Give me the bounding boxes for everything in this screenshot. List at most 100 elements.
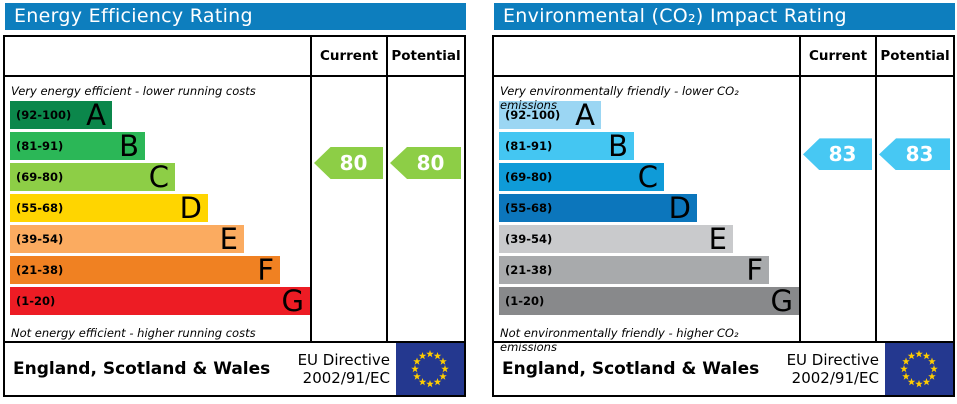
band-row-E: (39-54) E — [10, 222, 310, 256]
page-title: Energy Efficiency Rating — [5, 3, 466, 30]
band-bar-F: (21-38) F — [10, 253, 280, 287]
band-letter: B — [608, 129, 628, 163]
band-range-label: (55-68) — [505, 201, 553, 215]
band-letter: A — [575, 98, 595, 132]
band-letter: D — [668, 191, 691, 225]
bottom-note: Not energy efficient - higher running co… — [11, 326, 256, 340]
table-header-row: Current Potential — [494, 37, 953, 77]
band-letter: B — [119, 129, 139, 163]
band-letter: C — [148, 160, 169, 194]
table-footer-row: England, Scotland & Wales EU Directive 2… — [5, 341, 464, 395]
band-row-G: (1-20) G — [499, 284, 799, 318]
band-row-D: (55-68) D — [10, 191, 310, 225]
band-row-A: (92-100) A — [10, 98, 310, 132]
band-letter: G — [281, 284, 304, 318]
potential-rating-arrow: 83 — [879, 138, 950, 171]
potential-column-header: Potential — [875, 37, 953, 75]
eu-flag-icon — [885, 343, 953, 395]
current-column-header: Current — [310, 37, 386, 75]
band-letter: A — [86, 98, 106, 132]
eu-directive-line1: EU Directive — [297, 351, 390, 369]
rating-bands: (92-100) A (81-91) B (69-80) C (55-68) D (39-54)… — [5, 98, 310, 318]
eu-directive-line2: 2002/91/EC — [791, 369, 879, 387]
band-letter: E — [708, 222, 727, 256]
band-row-G: (1-20) G — [10, 284, 310, 318]
band-range-label: (81-91) — [16, 139, 64, 153]
band-bar-A: (92-100) A — [499, 98, 601, 132]
environmental-impact-table: Current Potential Very environmentally f… — [492, 35, 955, 397]
eu-directive-label: EU Directive 2002/91/EC — [298, 351, 390, 387]
band-range-label: (81-91) — [505, 139, 553, 153]
environmental-impact-panel: Environmental (CO₂) Impact Rating Curren… — [492, 3, 955, 397]
band-range-label: (92-100) — [16, 108, 72, 122]
band-row-F: (21-38) F — [499, 253, 799, 287]
header-spacer — [5, 37, 310, 75]
band-range-label: (21-38) — [16, 263, 64, 277]
header-spacer — [494, 37, 799, 75]
band-bar-G: (1-20) G — [10, 284, 310, 318]
band-row-E: (39-54) E — [499, 222, 799, 256]
current-column-header: Current — [799, 37, 875, 75]
table-header-row: Current Potential — [5, 37, 464, 77]
rating-scale-area: Very energy efficient - lower running co… — [5, 77, 310, 341]
band-letter: D — [179, 191, 202, 225]
band-range-label: (39-54) — [16, 232, 64, 246]
top-note: Very environmentally friendly - lower CO… — [500, 84, 739, 112]
region-label: England, Scotland & Wales — [13, 359, 271, 379]
band-bar-F: (21-38) F — [499, 253, 769, 287]
band-bar-B: (81-91) B — [499, 129, 634, 163]
current-arrow-cell: 80 — [310, 77, 386, 341]
band-range-label: (69-80) — [505, 170, 553, 184]
band-row-A: (92-100) A — [499, 98, 799, 132]
eu-flag-icon — [396, 343, 464, 395]
current-rating-arrow: 80 — [314, 147, 383, 179]
band-bar-E: (39-54) E — [10, 222, 244, 256]
table-body-row: Very environmentally friendly - lower CO… — [494, 77, 953, 354]
eu-directive-label: EU Directive 2002/91/EC — [787, 351, 879, 387]
bottom-note: Not environmentally friendly - higher CO… — [500, 326, 739, 354]
band-range-label: (92-100) — [505, 108, 561, 122]
band-bar-E: (39-54) E — [499, 222, 733, 256]
band-row-C: (69-80) C — [10, 160, 310, 194]
band-row-F: (21-38) F — [10, 253, 310, 287]
band-letter: F — [746, 253, 763, 287]
potential-arrow-cell: 83 — [875, 77, 953, 341]
band-letter: F — [257, 253, 274, 287]
eu-directive-line1: EU Directive — [786, 351, 879, 369]
energy-efficiency-panel: Energy Efficiency Rating Current Potenti… — [3, 3, 466, 397]
page-title: Environmental (CO₂) Impact Rating — [494, 3, 955, 30]
table-body-row: Very energy efficient - lower running co… — [5, 77, 464, 341]
band-row-B: (81-91) B — [10, 129, 310, 163]
potential-arrow-cell: 80 — [386, 77, 464, 341]
band-bar-C: (69-80) C — [10, 160, 175, 194]
rating-bands: (92-100) A (81-91) B (69-80) C (55-68) D (39-54)… — [494, 98, 799, 318]
band-bar-A: (92-100) A — [10, 98, 112, 132]
table-footer-row: England, Scotland & Wales EU Directive 2… — [494, 341, 953, 395]
band-range-label: (55-68) — [16, 201, 64, 215]
eu-directive-line2: 2002/91/EC — [302, 369, 390, 387]
band-bar-C: (69-80) C — [499, 160, 664, 194]
band-letter: C — [637, 160, 658, 194]
current-arrow-cell: 83 — [799, 77, 875, 341]
rating-scale-area: Very environmentally friendly - lower CO… — [494, 77, 799, 354]
band-bar-B: (81-91) B — [10, 129, 145, 163]
band-range-label: (1-20) — [505, 294, 545, 308]
band-range-label: (39-54) — [505, 232, 553, 246]
band-row-D: (55-68) D — [499, 191, 799, 225]
potential-rating-arrow: 80 — [390, 147, 461, 179]
band-row-C: (69-80) C — [499, 160, 799, 194]
potential-column-header: Potential — [386, 37, 464, 75]
band-range-label: (69-80) — [16, 170, 64, 184]
energy-efficiency-table: Current Potential Very energy efficient … — [3, 35, 466, 397]
band-bar-G: (1-20) G — [499, 284, 799, 318]
band-letter: E — [219, 222, 238, 256]
region-label: England, Scotland & Wales — [502, 359, 760, 379]
band-range-label: (21-38) — [505, 263, 553, 277]
band-row-B: (81-91) B — [499, 129, 799, 163]
band-bar-D: (55-68) D — [499, 191, 697, 225]
band-letter: G — [770, 284, 793, 318]
current-rating-arrow: 83 — [803, 138, 872, 171]
band-bar-D: (55-68) D — [10, 191, 208, 225]
band-range-label: (1-20) — [16, 294, 56, 308]
